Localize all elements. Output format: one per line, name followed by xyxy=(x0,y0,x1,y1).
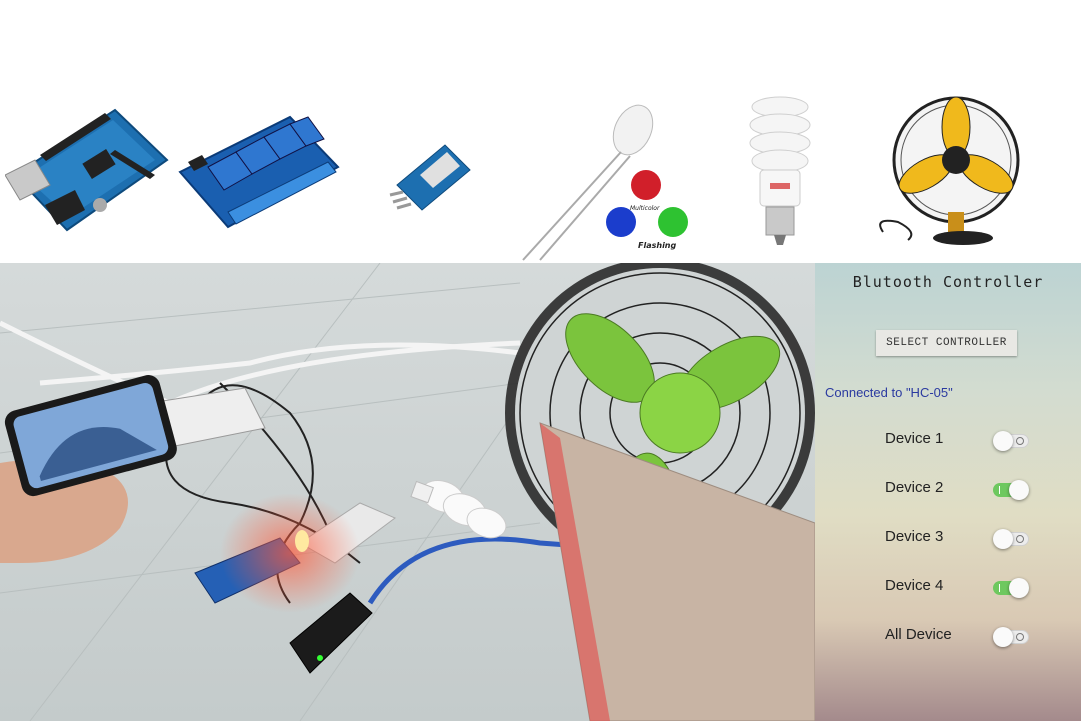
arduino-board-icon xyxy=(5,108,169,232)
switch-knob xyxy=(993,529,1013,549)
switch-knob xyxy=(993,431,1013,451)
app-title: Blutooth Controller xyxy=(852,273,1044,291)
led-icon: Multicolor Flashing xyxy=(522,104,688,261)
device-1-label: Device 1 xyxy=(885,430,944,447)
switch-knob xyxy=(1009,578,1029,598)
select-controller-button[interactable]: SELECT CONTROLLER xyxy=(876,330,1017,356)
off-indicator-icon xyxy=(1016,437,1024,445)
switch-knob xyxy=(993,627,1013,647)
device-2-label: Device 2 xyxy=(885,479,944,496)
off-indicator-icon xyxy=(1016,633,1024,641)
device-4-label: Device 4 xyxy=(885,577,944,594)
fan-icon xyxy=(879,96,1020,245)
component-strip: Multicolor Flashing xyxy=(0,0,1081,263)
on-indicator-icon xyxy=(999,486,1000,494)
all-device-label: All Device xyxy=(885,626,952,643)
on-indicator-icon xyxy=(999,584,1000,592)
led-flashing-label: Flashing xyxy=(638,241,677,250)
device-4-switch[interactable] xyxy=(993,578,1029,598)
bluetooth-controller-app: Blutooth Controller SELECT CONTROLLER Co… xyxy=(815,263,1081,721)
all-device-switch[interactable] xyxy=(993,627,1029,647)
bulb-icon xyxy=(749,96,811,245)
device-1-switch[interactable] xyxy=(993,431,1029,451)
device-3-label: Device 3 xyxy=(885,528,944,545)
led-multicolor-label: Multicolor xyxy=(630,205,660,212)
relay-module-icon xyxy=(178,115,340,229)
setup-photo xyxy=(0,263,815,721)
off-indicator-icon xyxy=(1016,535,1024,543)
bluetooth-module-icon xyxy=(389,144,471,211)
switch-knob xyxy=(1009,480,1029,500)
connection-status: Connected to "HC-05" xyxy=(825,385,953,400)
device-3-switch[interactable] xyxy=(993,529,1029,549)
device-2-switch[interactable] xyxy=(993,480,1029,500)
